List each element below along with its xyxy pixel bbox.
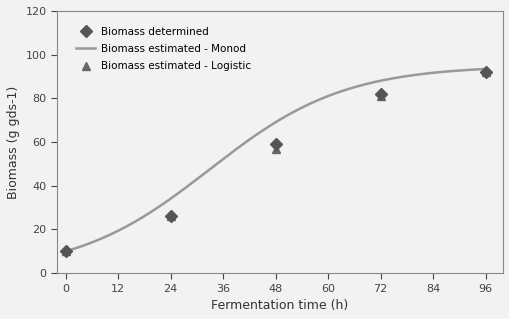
Biomass estimated - Monod bbox=[312, 99, 318, 103]
Line: Biomass estimated - Monod: Biomass estimated - Monod bbox=[66, 69, 485, 251]
Line: Biomass estimated - Logistic: Biomass estimated - Logistic bbox=[62, 68, 489, 256]
Line: Biomass determined: Biomass determined bbox=[62, 68, 489, 256]
Biomass estimated - Logistic bbox=[167, 214, 174, 218]
Biomass determined bbox=[63, 249, 69, 253]
Biomass estimated - Monod bbox=[406, 74, 412, 78]
Legend: Biomass determined, Biomass estimated - Monod, Biomass estimated - Logistic: Biomass determined, Biomass estimated - … bbox=[71, 21, 256, 76]
Biomass estimated - Monod bbox=[482, 67, 488, 71]
Biomass estimated - Monod bbox=[63, 249, 69, 253]
Biomass determined bbox=[482, 70, 488, 74]
Biomass determined bbox=[272, 142, 278, 146]
Y-axis label: Biomass (g gds-1): Biomass (g gds-1) bbox=[7, 85, 20, 199]
Biomass estimated - Monod bbox=[471, 68, 477, 71]
X-axis label: Fermentation time (h): Fermentation time (h) bbox=[211, 299, 348, 312]
Biomass estimated - Monod bbox=[262, 127, 268, 131]
Biomass estimated - Logistic bbox=[272, 147, 278, 151]
Biomass estimated - Monod bbox=[289, 110, 295, 114]
Biomass determined bbox=[167, 214, 174, 218]
Biomass estimated - Monod bbox=[264, 125, 270, 129]
Biomass estimated - Logistic bbox=[377, 94, 383, 98]
Biomass estimated - Logistic bbox=[63, 249, 69, 253]
Biomass estimated - Logistic bbox=[482, 70, 488, 74]
Biomass determined bbox=[377, 92, 383, 96]
